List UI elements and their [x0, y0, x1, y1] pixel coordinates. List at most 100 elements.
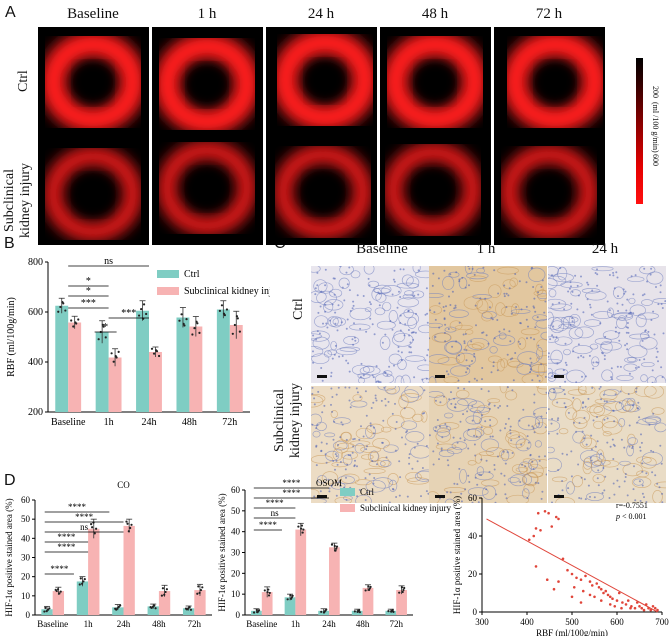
- nucleus: [432, 450, 435, 453]
- nucleus: [393, 269, 396, 272]
- nucleus: [349, 454, 352, 457]
- nucleus: [447, 373, 450, 376]
- data-point: [286, 598, 289, 601]
- nucleus: [493, 404, 496, 407]
- bar-ski: [68, 322, 82, 412]
- bar-ctrl: [385, 610, 397, 615]
- nucleus: [330, 403, 332, 406]
- nucleus: [482, 266, 485, 269]
- nucleus: [409, 341, 412, 344]
- nucleus: [641, 492, 644, 495]
- nucleus: [557, 469, 560, 471]
- tissue-structure: [616, 374, 634, 381]
- nucleus: [429, 337, 431, 340]
- tissue-structure: [548, 457, 562, 473]
- legend-label: Subclinical kidney injury: [360, 503, 451, 513]
- tissue-structure: [475, 298, 493, 312]
- nucleus: [450, 402, 453, 405]
- x-tick-label: 24h: [322, 619, 336, 629]
- tissue-structure: [652, 298, 666, 304]
- tissue-structure: [422, 377, 429, 383]
- nucleus: [530, 267, 533, 270]
- nucleus: [509, 340, 512, 343]
- nucleus: [376, 463, 378, 466]
- tissue-structure: [582, 461, 593, 475]
- nucleus: [659, 284, 662, 287]
- nucleus: [566, 453, 568, 456]
- tissue-structure: [603, 388, 620, 397]
- tissue-structure: [640, 361, 655, 368]
- nucleus: [339, 485, 342, 488]
- nucleus: [641, 339, 644, 342]
- nucleus: [331, 357, 334, 360]
- nucleus: [507, 417, 510, 420]
- nucleus: [508, 330, 511, 333]
- nucleus: [369, 422, 372, 425]
- nucleus: [531, 460, 534, 463]
- bar-ski: [158, 591, 171, 615]
- tissue-structure: [377, 386, 397, 391]
- nucleus: [551, 418, 554, 420]
- tissue-structure: [601, 415, 619, 429]
- nucleus: [509, 425, 512, 428]
- nucleus: [510, 312, 513, 315]
- mri-center: [75, 63, 111, 103]
- scatter-point: [599, 587, 603, 591]
- nucleus: [525, 318, 528, 321]
- tissue-structure: [652, 490, 663, 503]
- tissue-structure: [616, 317, 627, 329]
- data-point: [335, 545, 339, 548]
- nucleus: [506, 405, 509, 407]
- tissue-structure: [334, 496, 352, 503]
- nucleus: [442, 306, 445, 308]
- tissue-structure: [552, 273, 574, 283]
- tissue-structure: [416, 469, 429, 481]
- data-point: [185, 318, 188, 321]
- nucleus: [561, 480, 564, 482]
- nucleus: [330, 387, 333, 390]
- nucleus: [420, 495, 422, 498]
- nucleus: [424, 313, 427, 316]
- tissue-structure: [365, 479, 386, 493]
- nucleus: [383, 386, 386, 389]
- tissue-structure: [635, 314, 647, 328]
- tissue-structure: [398, 395, 409, 409]
- nucleus: [616, 302, 619, 305]
- nucleus: [346, 463, 349, 466]
- tissue-structure: [355, 427, 373, 440]
- nucleus: [636, 407, 639, 409]
- nucleus: [410, 331, 413, 334]
- nucleus: [407, 310, 410, 313]
- nucleus: [348, 386, 351, 389]
- nucleus: [343, 299, 346, 302]
- nucleus: [519, 343, 522, 345]
- nucleus: [349, 406, 352, 409]
- nucleus: [378, 380, 381, 383]
- tissue-structure: [626, 444, 634, 457]
- tissue-structure: [349, 323, 371, 331]
- nucleus: [401, 436, 403, 439]
- nucleus: [515, 306, 518, 308]
- mri-tile-r0-c0: [38, 27, 149, 137]
- nucleus: [540, 497, 543, 500]
- tissue-structure: [601, 421, 623, 435]
- data-point: [163, 593, 166, 596]
- nucleus: [491, 318, 494, 321]
- tissue-structure: [561, 316, 579, 324]
- tissue-structure: [467, 487, 489, 497]
- nucleus: [480, 426, 483, 429]
- bar-ctrl: [284, 597, 296, 615]
- nucleus: [578, 497, 581, 499]
- tissue-structure: [315, 421, 327, 432]
- nucleus: [658, 486, 661, 489]
- tissue-structure: [429, 376, 437, 383]
- nucleus: [341, 286, 344, 289]
- nucleus: [413, 446, 416, 449]
- nucleus: [480, 458, 483, 461]
- nucleus: [399, 314, 402, 317]
- nucleus: [612, 409, 614, 412]
- nucleus: [495, 493, 498, 496]
- tissue-structure: [311, 290, 327, 303]
- nucleus: [641, 462, 644, 465]
- nucleus: [425, 490, 428, 493]
